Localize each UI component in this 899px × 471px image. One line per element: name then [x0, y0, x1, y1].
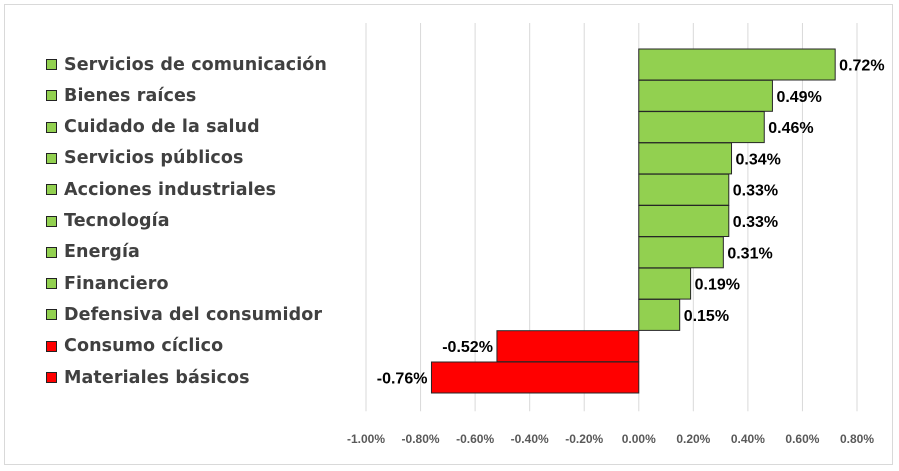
legend-swatch — [46, 246, 57, 258]
data-label: 0.34% — [736, 151, 781, 168]
data-label: 0.33% — [733, 183, 778, 200]
legend-swatch — [46, 372, 57, 383]
x-tick-label: -0.20% — [565, 432, 603, 446]
legend-label: Energía — [64, 242, 140, 263]
legend-swatch — [46, 278, 57, 290]
bar — [638, 48, 836, 81]
data-label: 0.15% — [684, 308, 729, 325]
legend-item: Acciones industriales — [46, 174, 276, 205]
legend-label: Materiales básicos — [64, 367, 250, 388]
legend-item: Materiales básicos — [46, 362, 250, 393]
bar — [638, 79, 773, 112]
legend-swatch — [46, 90, 57, 102]
x-tick-label: 0.00% — [622, 432, 656, 446]
data-label: 0.49% — [776, 89, 821, 106]
bar — [638, 111, 765, 144]
legend-label: Defensiva del consumidor — [64, 304, 323, 325]
legend-label: Servicios públicos — [64, 148, 244, 169]
x-tick-label: -0.80% — [402, 432, 440, 446]
x-tick-label: 0.60% — [785, 432, 819, 446]
data-label: -0.52% — [442, 339, 493, 356]
x-tick-label: -0.40% — [511, 432, 549, 446]
legend-item: Financiero — [46, 268, 169, 299]
bar — [430, 361, 640, 394]
data-label: 0.72% — [839, 58, 884, 75]
legend-label: Tecnología — [64, 211, 170, 231]
legend-item: Bienes raíces — [46, 80, 196, 111]
data-label: 0.19% — [695, 277, 740, 294]
legend-swatch — [46, 184, 57, 196]
legend-item: Defensiva del consumidor — [46, 299, 322, 330]
data-label: 0.46% — [768, 120, 813, 137]
legend-label: Cuidado de la salud — [64, 117, 260, 138]
data-label: 0.31% — [727, 245, 772, 262]
x-tick-label: 0.80% — [840, 432, 874, 446]
x-tick-label: -0.60% — [456, 432, 494, 446]
legend-item: Tecnología — [46, 206, 170, 237]
x-tick-label: 0.20% — [676, 432, 710, 446]
bar — [638, 173, 730, 206]
legend-label: Financiero — [64, 273, 169, 294]
data-label: 0.33% — [733, 214, 778, 231]
legend-item: Consumo cíclico — [46, 331, 223, 362]
legend-item: Servicios de comunicación — [46, 49, 327, 80]
bar — [638, 205, 730, 237]
legend-item: Servicios públicos — [46, 143, 244, 174]
bar — [638, 142, 733, 175]
legend-item: Energía — [46, 237, 140, 268]
bar — [638, 298, 681, 331]
bar — [638, 267, 692, 300]
x-tick-label: 0.40% — [731, 432, 765, 446]
bar — [638, 236, 724, 269]
legend-swatch — [46, 309, 57, 321]
legend-swatch — [46, 340, 57, 352]
legend-swatch — [46, 215, 57, 227]
legend-label: Acciones industriales — [64, 179, 277, 200]
legend-item: Cuidado de la salud — [46, 112, 260, 143]
legend-swatch — [46, 59, 57, 70]
legend-swatch — [46, 152, 57, 164]
legend-label: Bienes raíces — [64, 85, 197, 106]
bar — [496, 330, 640, 363]
x-tick-label: -1.00% — [347, 432, 385, 446]
legend-label: Servicios de comunicación — [64, 54, 327, 75]
data-label: -0.76% — [377, 371, 428, 388]
legend-swatch — [46, 121, 57, 133]
legend-label: Consumo cíclico — [64, 336, 224, 357]
